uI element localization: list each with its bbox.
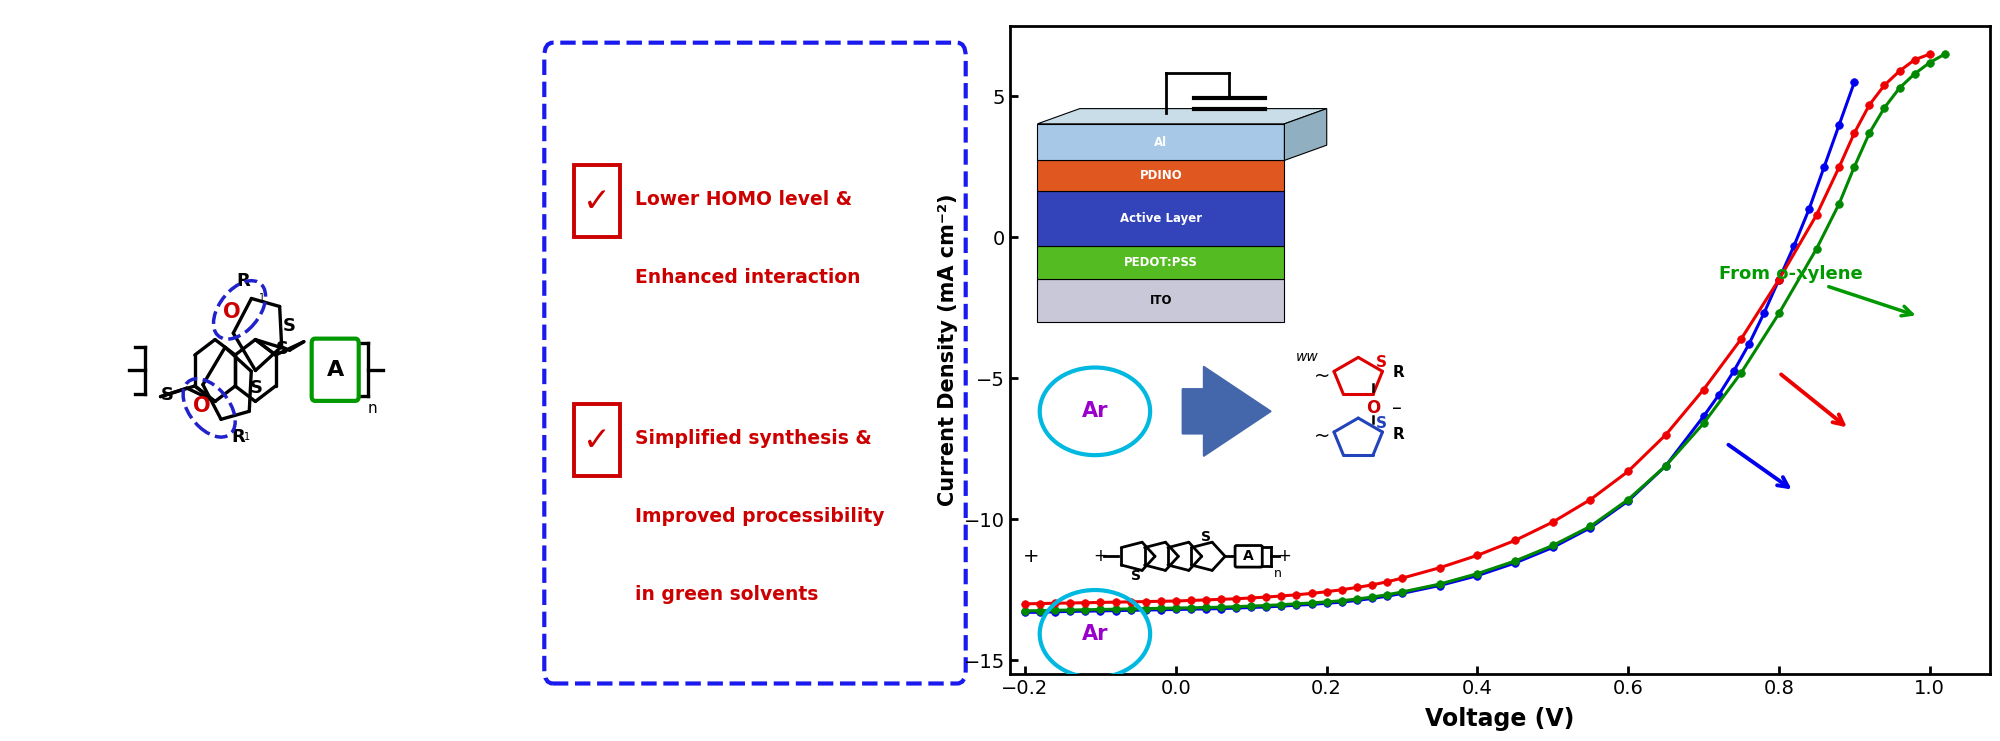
Text: S: S [162, 386, 174, 404]
Text: O: O [224, 302, 242, 322]
Text: $_1$: $_1$ [244, 428, 250, 442]
Text: S: S [282, 317, 296, 336]
FancyBboxPatch shape [574, 165, 620, 237]
Y-axis label: Current Density (mA cm⁻²): Current Density (mA cm⁻²) [938, 194, 958, 506]
Text: n: n [368, 401, 376, 416]
FancyBboxPatch shape [312, 339, 358, 401]
Text: A: A [326, 360, 344, 379]
Text: in green solvents: in green solvents [634, 585, 818, 605]
Text: R: R [232, 428, 244, 446]
Text: S: S [276, 339, 290, 358]
Text: Lower HOMO level &: Lower HOMO level & [634, 190, 852, 209]
Text: ✓: ✓ [582, 185, 610, 218]
Text: Improved processibility: Improved processibility [634, 507, 884, 526]
Text: $_1$: $_1$ [258, 290, 266, 304]
Text: Enhanced interaction: Enhanced interaction [634, 268, 860, 288]
Text: ✓: ✓ [582, 424, 610, 456]
X-axis label: Voltage (V): Voltage (V) [1426, 706, 1574, 731]
FancyBboxPatch shape [574, 404, 620, 476]
Text: S: S [250, 379, 262, 396]
Text: R: R [236, 272, 250, 290]
Text: O: O [194, 396, 210, 416]
Text: Simplified synthesis &: Simplified synthesis & [634, 428, 872, 448]
Text: From o-xylene: From o-xylene [1718, 265, 1912, 316]
FancyBboxPatch shape [544, 43, 966, 683]
